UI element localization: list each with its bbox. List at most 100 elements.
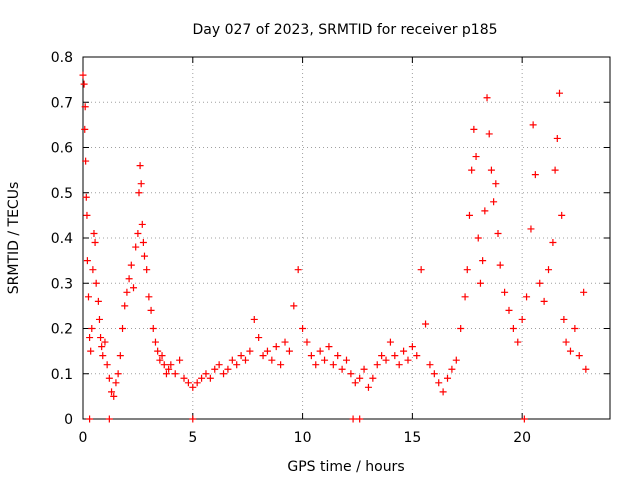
data-point xyxy=(551,166,559,174)
data-point xyxy=(514,338,522,346)
data-point xyxy=(518,315,526,323)
y-tick-label: 0.7 xyxy=(51,95,73,111)
data-point xyxy=(417,266,425,274)
data-point xyxy=(94,297,102,305)
data-point xyxy=(457,325,465,332)
data-point xyxy=(193,379,201,387)
data-point xyxy=(151,338,159,346)
data-point xyxy=(211,365,219,373)
y-tick-label: 0.8 xyxy=(51,50,73,66)
data-point xyxy=(351,379,359,387)
data-point xyxy=(206,374,214,382)
data-point xyxy=(143,266,151,274)
y-tick-label: 0.5 xyxy=(51,186,73,202)
data-point xyxy=(171,370,179,378)
data-point xyxy=(165,365,173,373)
data-point xyxy=(356,374,364,382)
data-point xyxy=(246,347,254,355)
data-point xyxy=(114,370,122,378)
data-point xyxy=(149,325,157,332)
data-point xyxy=(426,361,434,369)
data-point xyxy=(83,211,91,219)
data-point xyxy=(108,388,116,396)
data-point xyxy=(281,338,289,346)
y-tick-label: 0.1 xyxy=(51,367,73,383)
data-point xyxy=(127,261,135,269)
data-point xyxy=(474,234,482,242)
data-point xyxy=(479,257,487,265)
data-point xyxy=(189,383,197,391)
data-point xyxy=(378,352,386,360)
data-point xyxy=(263,347,271,355)
y-tick-label: 0.6 xyxy=(51,141,73,157)
data-point xyxy=(321,356,329,364)
data-point xyxy=(116,352,124,360)
y-tick-label: 0.4 xyxy=(51,231,73,247)
data-point xyxy=(123,288,131,296)
chart-title: Day 027 of 2023, SRMTID for receiver p18… xyxy=(192,22,497,38)
data-point xyxy=(277,361,285,369)
data-point xyxy=(105,415,113,423)
data-point xyxy=(202,370,210,378)
data-point xyxy=(444,374,452,382)
x-axis-label: GPS time / hours xyxy=(287,459,404,475)
x-tick-label: 10 xyxy=(294,430,312,446)
data-point xyxy=(430,370,438,378)
data-point xyxy=(465,211,473,219)
data-point xyxy=(312,361,320,369)
data-point xyxy=(220,370,228,378)
data-point xyxy=(347,370,355,378)
data-point xyxy=(82,193,90,201)
x-tick-label: 5 xyxy=(188,430,197,446)
data-point xyxy=(92,279,100,287)
data-point xyxy=(90,229,98,237)
data-point xyxy=(329,361,337,369)
data-point xyxy=(83,257,91,265)
data-point xyxy=(87,347,95,355)
data-point xyxy=(140,252,148,260)
data-point xyxy=(84,293,92,301)
data-point xyxy=(468,166,476,174)
data-point xyxy=(294,266,302,274)
data-point xyxy=(553,134,561,142)
x-tick-label: 15 xyxy=(403,430,421,446)
data-point xyxy=(382,356,390,364)
data-point xyxy=(490,198,498,206)
y-tick-label: 0.3 xyxy=(51,276,73,292)
data-point xyxy=(386,338,394,346)
data-point xyxy=(137,180,145,188)
data-point xyxy=(134,229,142,237)
data-point xyxy=(373,361,381,369)
data-point xyxy=(485,130,493,138)
data-point xyxy=(268,356,276,364)
data-point xyxy=(400,347,408,355)
data-point xyxy=(452,356,460,364)
data-point xyxy=(156,356,164,364)
data-point xyxy=(160,361,168,369)
data-point xyxy=(241,356,249,364)
data-point xyxy=(162,370,170,378)
data-point xyxy=(316,347,324,355)
data-point xyxy=(369,374,377,382)
data-point xyxy=(237,352,245,360)
grid xyxy=(83,57,610,419)
data-point xyxy=(97,334,105,342)
data-point xyxy=(364,383,372,391)
data-point xyxy=(448,365,456,373)
data-point xyxy=(531,171,539,179)
data-point xyxy=(360,365,368,373)
data-point xyxy=(536,279,544,287)
data-point xyxy=(99,352,107,360)
data-point xyxy=(549,239,557,247)
data-point xyxy=(233,361,241,369)
data-point xyxy=(487,166,495,174)
data-point xyxy=(496,261,504,269)
data-point xyxy=(103,361,111,369)
data-point xyxy=(255,334,263,342)
data-point xyxy=(112,379,120,387)
data-point xyxy=(566,347,574,355)
data-point xyxy=(250,315,258,323)
data-point xyxy=(110,392,118,400)
data-point xyxy=(580,288,588,296)
data-point xyxy=(101,338,109,346)
